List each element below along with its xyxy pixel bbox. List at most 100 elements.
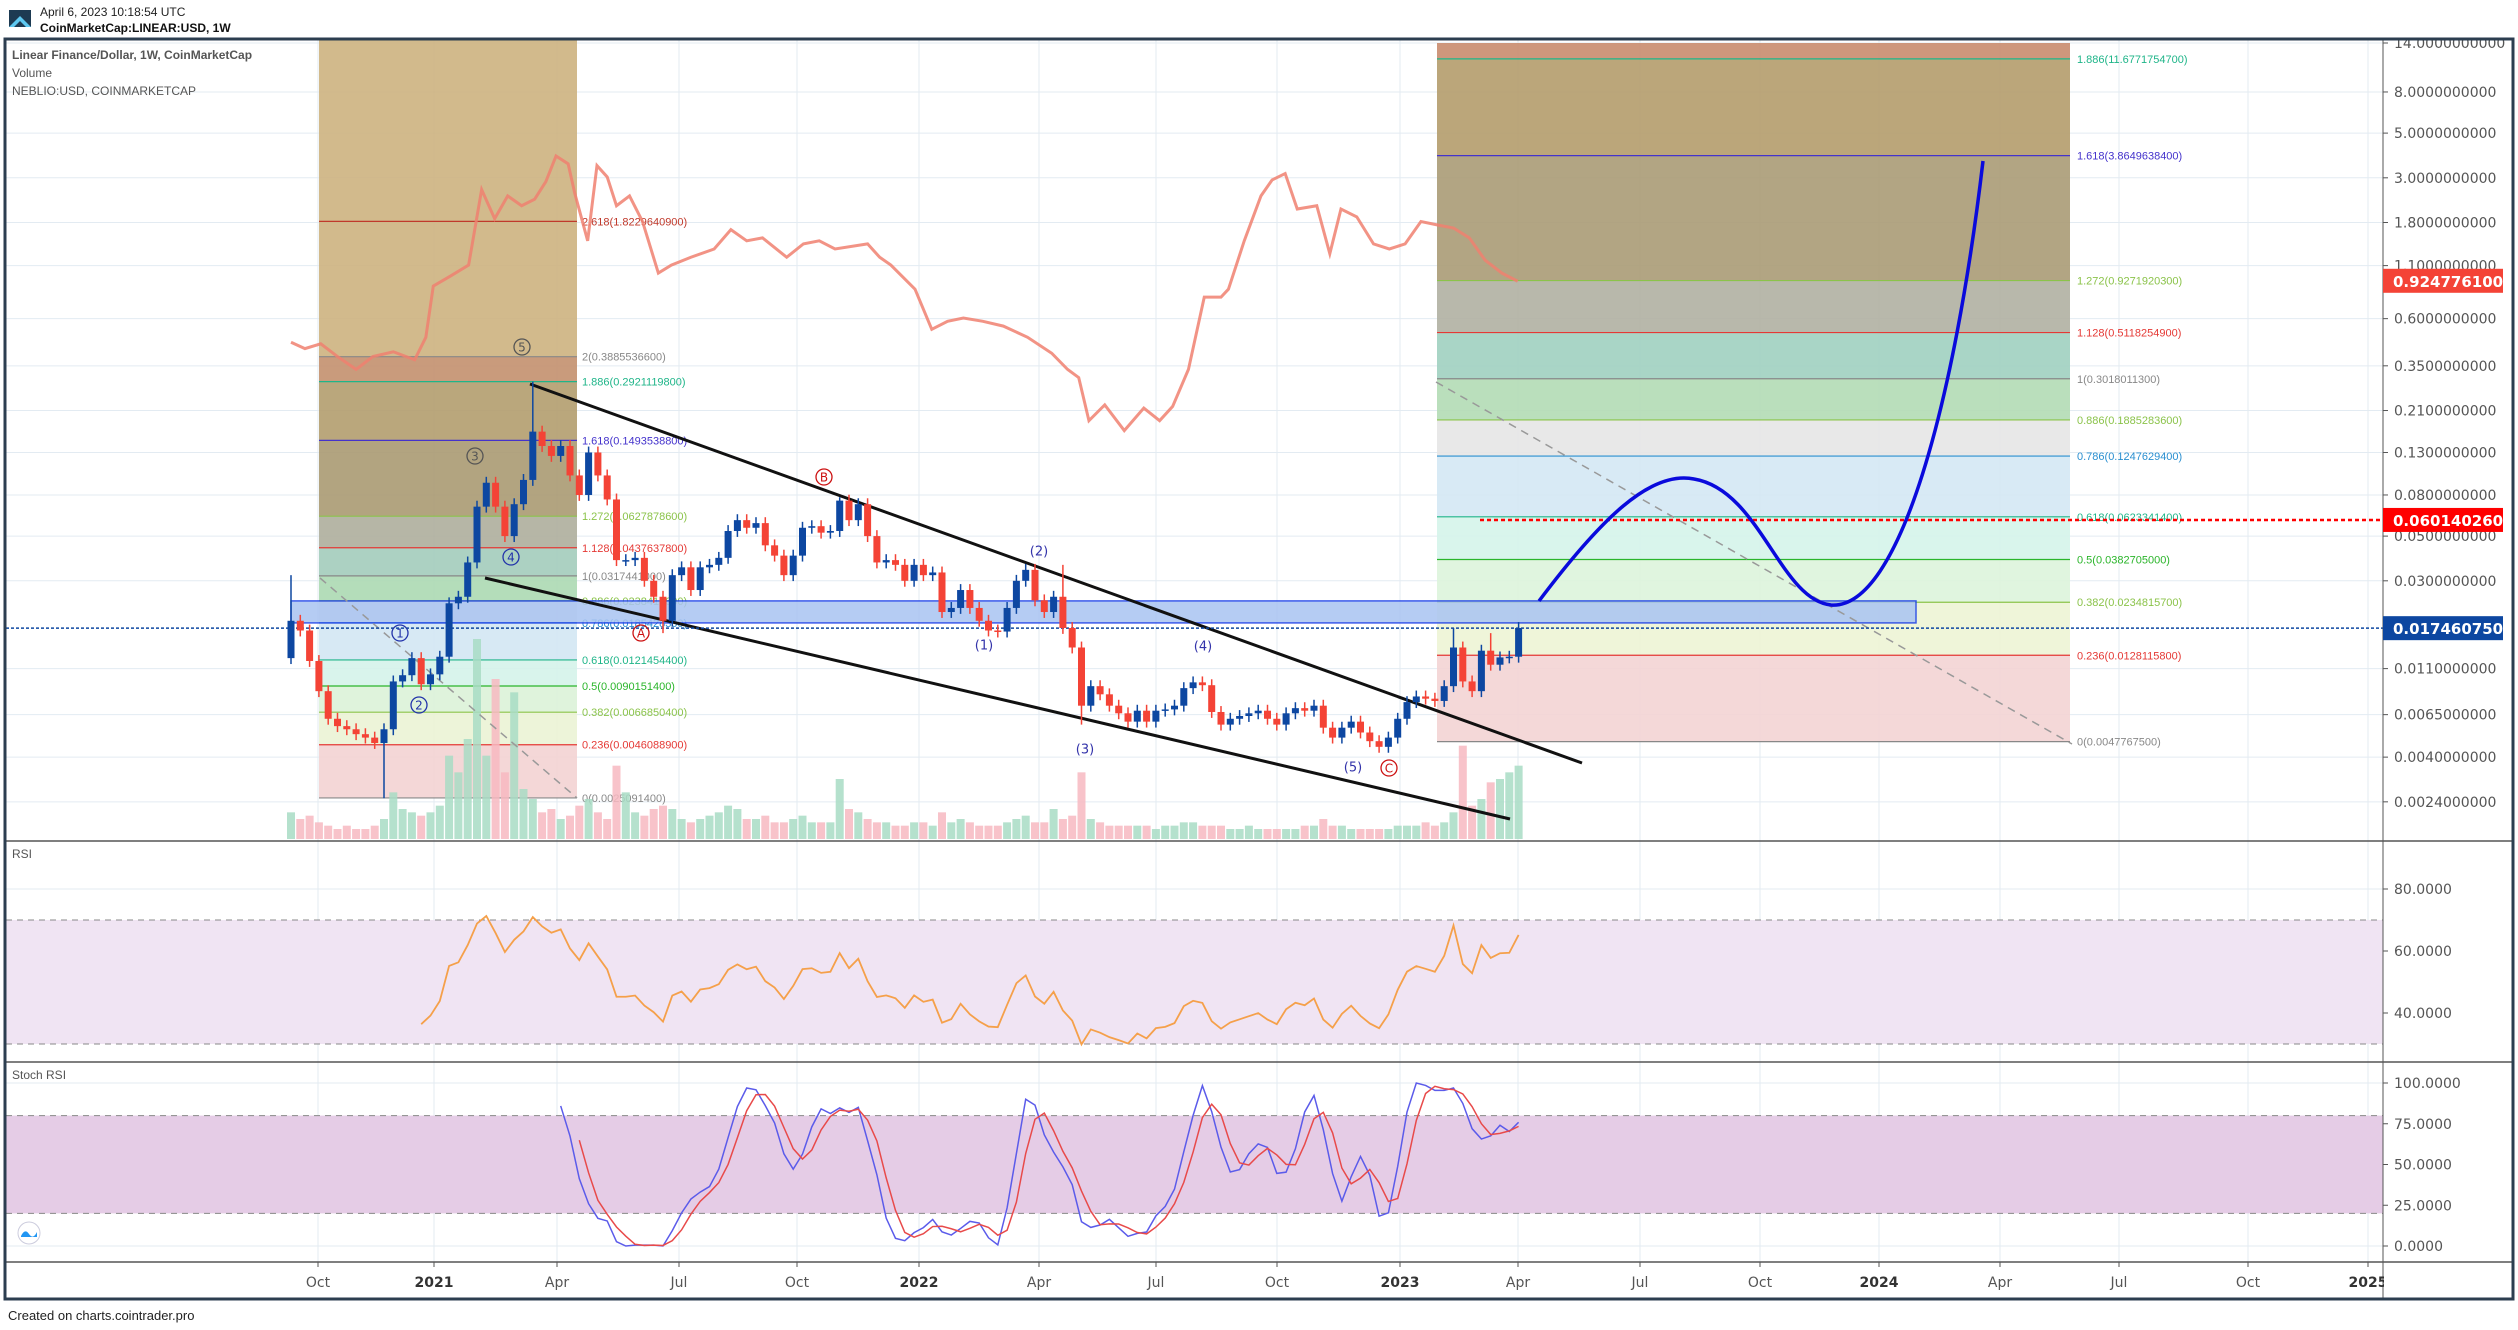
candle (985, 614, 992, 637)
fib-level-label: 2(0.3885536600) (582, 352, 666, 364)
candle (1171, 699, 1178, 716)
fib-band (319, 40, 577, 222)
price-badge-bg (2383, 507, 2503, 532)
wave-label-circle (513, 338, 531, 356)
wave-label-circle (391, 624, 409, 642)
price-axis-label: 5.0000000000 (2394, 126, 2496, 142)
candle (510, 498, 518, 543)
candle (882, 554, 890, 569)
candle-body (1105, 694, 1113, 706)
candle (1412, 690, 1420, 709)
lower-trendline[interactable] (484, 576, 1511, 821)
volume-bar (352, 829, 361, 839)
stoch-rsi-title: Stoch RSI (12, 1068, 66, 1082)
legend-main-series[interactable]: Linear Finance/Dollar, 1W, CoinMarketCap (12, 48, 253, 62)
candle (501, 500, 509, 543)
candle-body (352, 729, 360, 735)
candle (706, 558, 713, 574)
candle-body (1217, 711, 1225, 725)
volume-bar (1356, 829, 1365, 839)
candle-body (594, 452, 602, 476)
candle-body (1245, 713, 1253, 716)
volume-bar (872, 822, 881, 839)
wave-label: 1 (391, 624, 409, 642)
fib-band (319, 575, 577, 601)
candle (826, 525, 834, 539)
wave-label-text: (3) (1076, 743, 1094, 758)
candle-body (668, 575, 676, 621)
volume-bar (1031, 822, 1039, 839)
candle-body (1319, 705, 1327, 728)
volume-bar (1179, 822, 1188, 839)
fib-trend-dashed-right[interactable] (1435, 381, 2073, 745)
candle (445, 597, 453, 663)
candle-body (1096, 686, 1104, 695)
candle (287, 575, 295, 665)
candle (334, 712, 341, 733)
candle (650, 574, 658, 603)
candle-body (836, 500, 844, 532)
fib-band (319, 686, 577, 713)
candle (1468, 675, 1476, 698)
support-zone[interactable] (290, 600, 1917, 624)
candle-body (1477, 650, 1485, 692)
rsi-band (6, 920, 2383, 1044)
support-zone-rect[interactable] (290, 600, 1917, 624)
candle-body (1412, 696, 1420, 703)
volume-bar (928, 825, 937, 839)
candle (799, 521, 806, 562)
candle-body (1329, 727, 1337, 738)
time-axis-label: Oct (1265, 1275, 1290, 1291)
wave-label: (2) (1030, 545, 1048, 560)
candle-body (789, 555, 797, 576)
chart-settings-icon[interactable] (17, 1221, 41, 1245)
fib-trend-dashed-left[interactable] (319, 577, 578, 799)
candle-body (687, 567, 695, 591)
fib-level-label: 1(0.3018011300) (2077, 374, 2160, 386)
trend-drawings[interactable] (6, 160, 2383, 821)
fib-level-label: 0.886(0.1885283600) (2077, 415, 2182, 427)
legend-volume[interactable]: Volume (12, 66, 53, 80)
candle-body (706, 564, 713, 568)
fib-extension-right[interactable]: 1.886(11.6771754700) 1.618(3.8649638400) 1… (1437, 43, 2188, 749)
legend-compare-series[interactable]: NEBLIO:USD, COINMARKETCAP (12, 84, 197, 98)
candle (613, 493, 620, 567)
candle-body (678, 567, 686, 576)
candle-body (957, 590, 965, 608)
fib-level-label: 2.618(1.8229640900) (582, 216, 687, 228)
projection-path[interactable] (1537, 160, 1985, 607)
time-axis-label: Jul (1147, 1275, 1165, 1291)
candle (1133, 704, 1141, 728)
candle (454, 590, 462, 610)
candle-body (371, 737, 379, 744)
candle (910, 558, 918, 587)
candle (696, 561, 704, 596)
wave-label: 4 (502, 548, 520, 566)
candle-body (287, 620, 295, 659)
candle-body (1282, 713, 1290, 725)
wave-label-text: A (637, 627, 646, 641)
candle-body (1059, 596, 1067, 628)
candle (938, 566, 946, 618)
candle (1496, 651, 1504, 671)
price-axis-label: 0.2100000000 (2394, 404, 2496, 420)
candle-body (947, 607, 955, 613)
volume-bar (1142, 825, 1151, 839)
fib-band (1437, 155, 2070, 281)
candle (361, 728, 369, 744)
volume-bar (1468, 805, 1477, 839)
fib-extension-left[interactable]: 2.618(1.8229640900) 2(0.3885536600) 1.886(… (319, 40, 687, 805)
volume-bar (361, 829, 370, 839)
candle (1078, 641, 1085, 725)
candle (1254, 704, 1262, 720)
volume-bar (1310, 825, 1318, 839)
volume-bar (835, 779, 844, 839)
time-axis-label: 2021 (415, 1275, 454, 1291)
volume-bar (947, 822, 956, 839)
candle-body (1310, 705, 1318, 711)
candle-body (1487, 650, 1495, 665)
candle-body (994, 630, 1002, 633)
volume-bar (566, 815, 574, 839)
candle (1319, 699, 1327, 734)
